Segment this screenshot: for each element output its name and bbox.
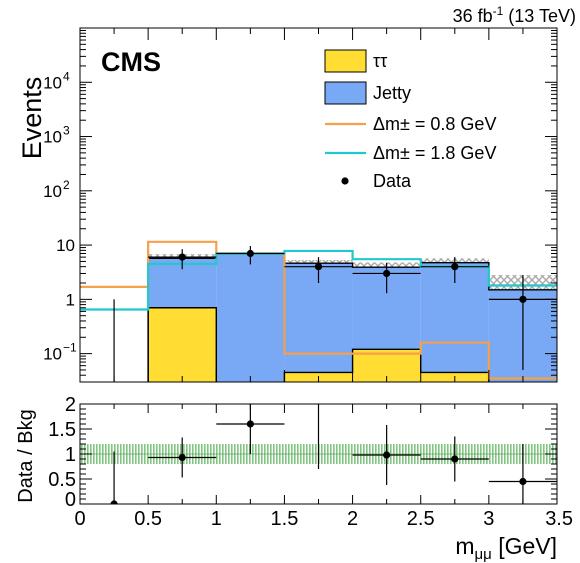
y-tick-label: 10 xyxy=(43,73,62,92)
ratio-points xyxy=(110,390,557,504)
x-tick-label: 2.5 xyxy=(407,508,435,530)
legend-swatch xyxy=(324,49,367,73)
y-tick-label: 1 xyxy=(66,290,75,309)
ratio-panel: 00.511.52 0 0.5 1 1.5 2 2.5 3 3.5 xyxy=(48,390,573,530)
main-axis-ticks xyxy=(79,28,558,383)
tautau-bar xyxy=(148,307,217,382)
x-tick-label: 0 xyxy=(74,508,85,530)
ratio-point xyxy=(246,420,254,428)
y-tick-exponent: 4 xyxy=(63,69,70,83)
y-tick-label: 10 xyxy=(43,128,62,147)
ratio-y-tick-labels: 00.5 1 1.5 2 xyxy=(48,394,76,511)
data-point xyxy=(246,249,254,258)
background-stack xyxy=(147,252,557,382)
y-tick-label: 10 xyxy=(56,236,75,255)
ratio-point xyxy=(519,477,527,486)
ratio-y-tick-label: 0 xyxy=(65,489,76,511)
ratio-point xyxy=(315,390,322,397)
legend-marker xyxy=(341,177,349,185)
ratio-y-tick-label: 1 xyxy=(65,444,76,466)
x-tick-label: 3 xyxy=(483,508,494,530)
x-axis-label: mμμ [GeV] xyxy=(455,533,557,563)
x-tick-label: 2 xyxy=(347,508,358,530)
legend-label: Δm± = 0.8 GeV xyxy=(373,114,496,134)
y-tick-label: 10 xyxy=(43,345,62,364)
signal-0p8-line xyxy=(80,240,557,380)
jetty-bar xyxy=(216,253,285,382)
ratio-y-tick-label: 1.5 xyxy=(48,419,76,441)
ratio-y-axis-label: Data / Bkg xyxy=(15,409,37,502)
legend-label: Data xyxy=(373,171,412,191)
data-point xyxy=(314,263,323,271)
y-tick-exponent: 2 xyxy=(63,178,70,192)
ratio-axis-ticks xyxy=(79,403,558,505)
ratio-point xyxy=(451,455,459,463)
lumi-label: 36 fb-1 (13 TeV) xyxy=(453,4,576,26)
legend-swatch xyxy=(324,81,367,105)
data-point xyxy=(178,253,186,261)
legend-label: ττ xyxy=(373,51,387,71)
ratio-y-tick-label: 0.5 xyxy=(48,469,76,491)
data-point xyxy=(451,263,459,271)
x-tick-label: 1 xyxy=(211,508,222,530)
ratio-point xyxy=(383,451,391,459)
data-point xyxy=(519,295,527,303)
x-tick-label: 3.5 xyxy=(545,508,573,530)
data-points xyxy=(113,246,557,382)
legend-label: Δm± = 1.8 GeV xyxy=(373,143,496,163)
x-tick-label: 0.5 xyxy=(134,508,162,530)
data-point xyxy=(383,269,391,278)
tautau-outline xyxy=(147,307,490,382)
ratio-y-tick-label: 2 xyxy=(65,394,76,416)
x-tick-label: 1.5 xyxy=(271,508,299,530)
y-axis-label: Events xyxy=(17,77,47,160)
legend: ττ Jetty Δm± = 0.8 GeV Δm± = 1.8 GeV Data xyxy=(324,49,496,191)
cms-label: CMS xyxy=(101,47,161,77)
y-tick-exponent: −1 xyxy=(63,341,77,355)
x-tick-labels: 0 0.5 1 1.5 2 2.5 3 3.5 xyxy=(74,508,573,530)
y-tick-exponent: 3 xyxy=(63,124,70,138)
ratio-point xyxy=(178,453,186,462)
y-tick-label: 10 xyxy=(43,182,62,201)
legend-label: Jetty xyxy=(373,83,411,103)
